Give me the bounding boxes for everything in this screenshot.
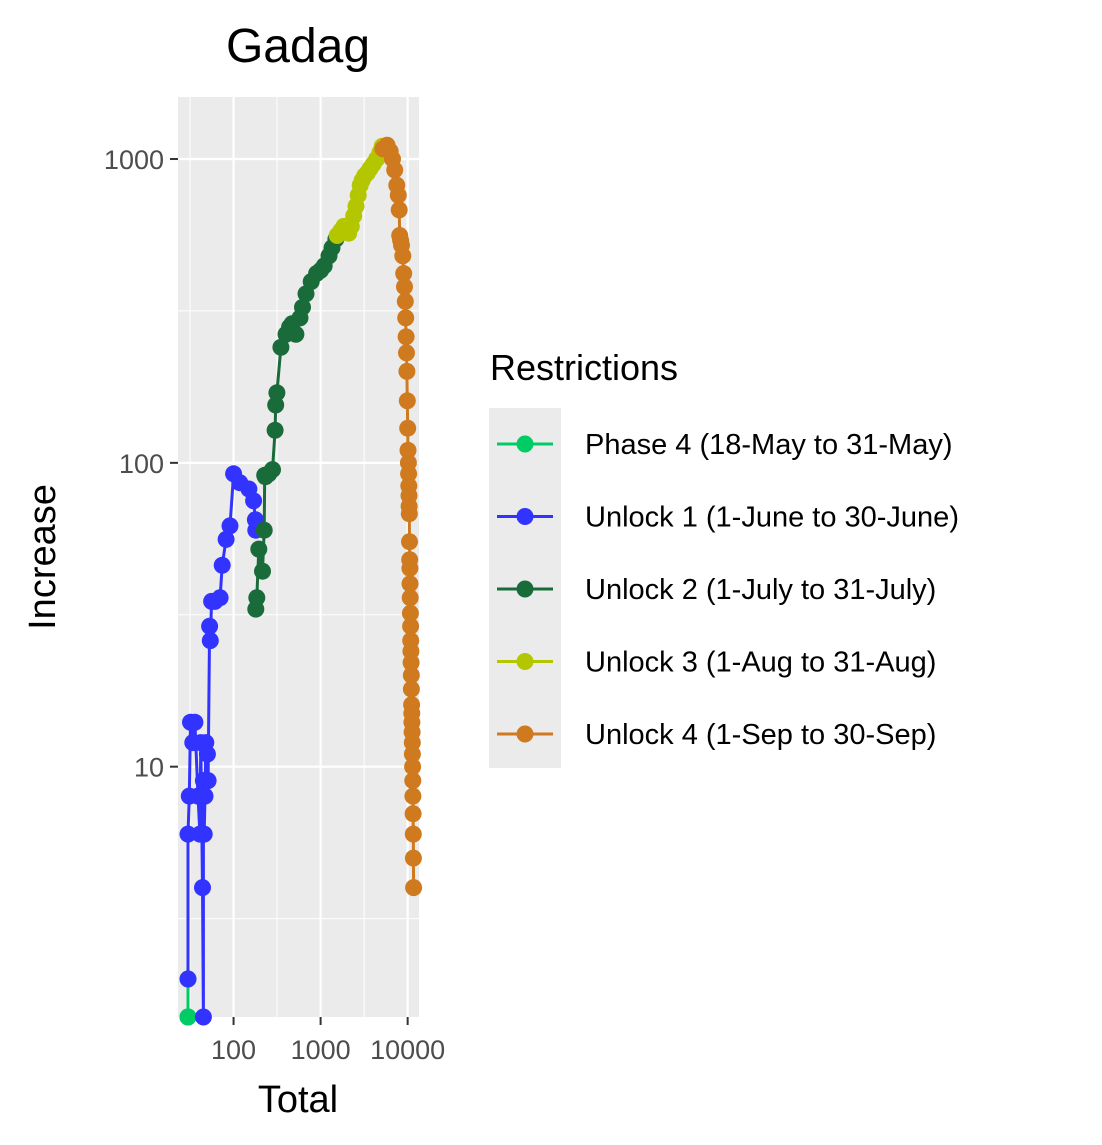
data-point xyxy=(404,758,422,776)
data-point xyxy=(399,419,417,437)
data-point xyxy=(194,1008,212,1026)
data-point xyxy=(395,265,413,282)
data-point xyxy=(404,825,422,843)
data-point xyxy=(201,617,219,635)
y-tick-label: 10 xyxy=(134,753,164,783)
data-point xyxy=(255,521,273,539)
legend-key-point xyxy=(516,435,534,453)
data-point xyxy=(402,680,420,698)
data-point xyxy=(396,278,413,296)
data-point xyxy=(390,201,408,219)
data-point xyxy=(194,879,211,897)
x-axis: 100 1000 10000 xyxy=(211,1017,445,1065)
x-tick-label: 100 xyxy=(211,1035,256,1065)
data-point xyxy=(402,666,420,684)
data-point xyxy=(401,575,419,593)
legend: Restrictions Phase 4 (18-May to 31-May) U… xyxy=(489,347,959,768)
legend-label: Unlock 4 (1-Sep to 30-Sep) xyxy=(585,719,936,751)
legend-label: Unlock 3 (1-Aug to 31-Aug) xyxy=(585,647,936,679)
data-point xyxy=(403,745,421,763)
data-point xyxy=(248,589,266,607)
legend-label: Unlock 1 (1-June to 30-June) xyxy=(585,502,959,534)
legend-label: Unlock 2 (1-July to 31-July) xyxy=(585,574,936,606)
data-point xyxy=(211,589,229,607)
series-group xyxy=(247,230,345,618)
data-point xyxy=(402,654,420,672)
y-tick-label: 100 xyxy=(119,449,164,479)
data-point xyxy=(254,562,271,580)
data-point xyxy=(186,713,204,731)
data-point xyxy=(179,1008,197,1026)
x-axis-title: Total xyxy=(258,1079,338,1121)
data-point xyxy=(404,849,422,867)
data-point xyxy=(199,772,217,790)
data-point xyxy=(398,344,415,362)
data-point xyxy=(268,384,286,402)
data-point xyxy=(179,825,197,843)
data-point xyxy=(386,161,404,179)
chart-title: Gadag xyxy=(226,20,370,73)
y-axis-title: Increase xyxy=(22,484,64,630)
data-point xyxy=(404,772,422,790)
y-tick-label: 1000 xyxy=(104,145,164,175)
legend-label: Phase 4 (18-May to 31-May) xyxy=(585,429,952,461)
series-group xyxy=(374,136,423,897)
x-tick-label: 10000 xyxy=(370,1035,445,1065)
data-point xyxy=(250,540,268,558)
x-tick-label: 1000 xyxy=(291,1035,351,1065)
data-point xyxy=(213,556,231,574)
data-point xyxy=(267,396,285,414)
data-point xyxy=(401,604,419,622)
data-point xyxy=(264,461,281,479)
data-point xyxy=(198,745,216,763)
data-point xyxy=(195,825,213,843)
legend-title: Restrictions xyxy=(490,347,678,388)
data-point xyxy=(245,492,263,510)
data-point xyxy=(405,879,423,897)
data-point xyxy=(217,530,235,548)
data-point xyxy=(221,517,239,535)
legend-key-point xyxy=(516,508,534,525)
data-point xyxy=(201,632,219,650)
data-point xyxy=(400,505,418,523)
data-point xyxy=(389,186,407,204)
y-axis: 10 100 1000 xyxy=(104,145,178,783)
data-point xyxy=(398,392,416,410)
data-point xyxy=(401,533,418,551)
data-point xyxy=(394,247,412,265)
data-point xyxy=(287,325,305,343)
data-point xyxy=(179,970,197,988)
data-point xyxy=(401,589,419,607)
plot-panel xyxy=(178,97,419,1017)
data-point xyxy=(397,309,415,327)
legend-key-point xyxy=(516,653,534,670)
data-point xyxy=(266,421,284,439)
data-point xyxy=(399,441,417,459)
data-point xyxy=(397,328,415,346)
data-point xyxy=(404,787,422,805)
legend-key-point xyxy=(516,580,534,598)
series-layer xyxy=(179,136,423,1026)
data-point xyxy=(402,617,420,635)
data-point xyxy=(401,559,419,577)
series-group xyxy=(328,137,391,244)
data-point xyxy=(400,465,418,483)
data-point xyxy=(396,292,414,310)
legend-key-point xyxy=(516,725,534,743)
data-point xyxy=(272,338,290,356)
data-point xyxy=(404,805,422,823)
data-point xyxy=(196,787,214,805)
data-point xyxy=(398,362,416,380)
data-point xyxy=(294,298,311,316)
